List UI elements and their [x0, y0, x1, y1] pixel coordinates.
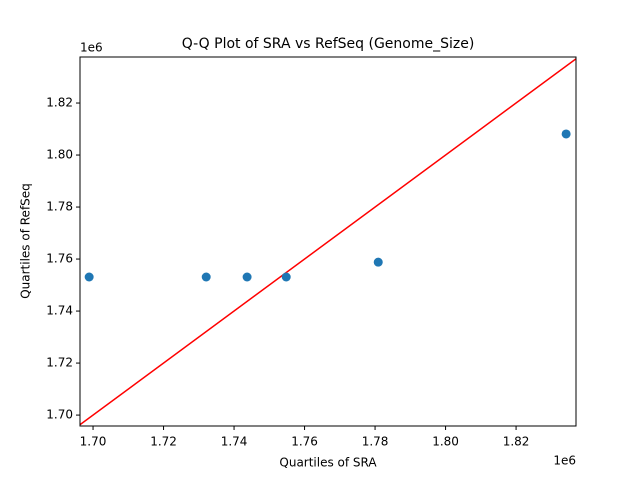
point [561, 129, 571, 139]
plot-frame [79, 56, 577, 427]
point [242, 272, 252, 282]
x-tick-label: 1.78 [362, 435, 389, 449]
point [84, 272, 94, 282]
x-tick-label: 1.70 [80, 435, 107, 449]
plot-area [80, 57, 576, 426]
point [281, 272, 291, 282]
reference-line [80, 57, 576, 426]
x-offset-label: 1e6 [553, 454, 576, 468]
y-tick-label: 1.76 [46, 252, 73, 266]
y-axis-label: Quartiles of RefSeq [19, 183, 33, 299]
y-tick-label: 1.72 [46, 356, 73, 370]
point [373, 257, 383, 267]
y-tick-label: 1.74 [46, 304, 73, 318]
x-tick-label: 1.76 [291, 435, 318, 449]
y-tick-label: 1.78 [46, 200, 73, 214]
x-tick-label: 1.74 [221, 435, 248, 449]
chart-title: Q-Q Plot of SRA vs RefSeq (Genome_Size) [182, 36, 475, 52]
x-tick-label: 1.80 [432, 435, 459, 449]
y-offset-label: 1e6 [80, 41, 103, 55]
y-tick-label: 1.70 [46, 408, 73, 422]
point [201, 272, 211, 282]
x-tick-label: 1.72 [150, 435, 177, 449]
y-tick-label: 1.80 [46, 148, 73, 162]
x-tick-label: 1.82 [503, 435, 530, 449]
y-tick-label: 1.82 [46, 96, 73, 110]
x-axis-label: Quartiles of SRA [279, 456, 377, 470]
